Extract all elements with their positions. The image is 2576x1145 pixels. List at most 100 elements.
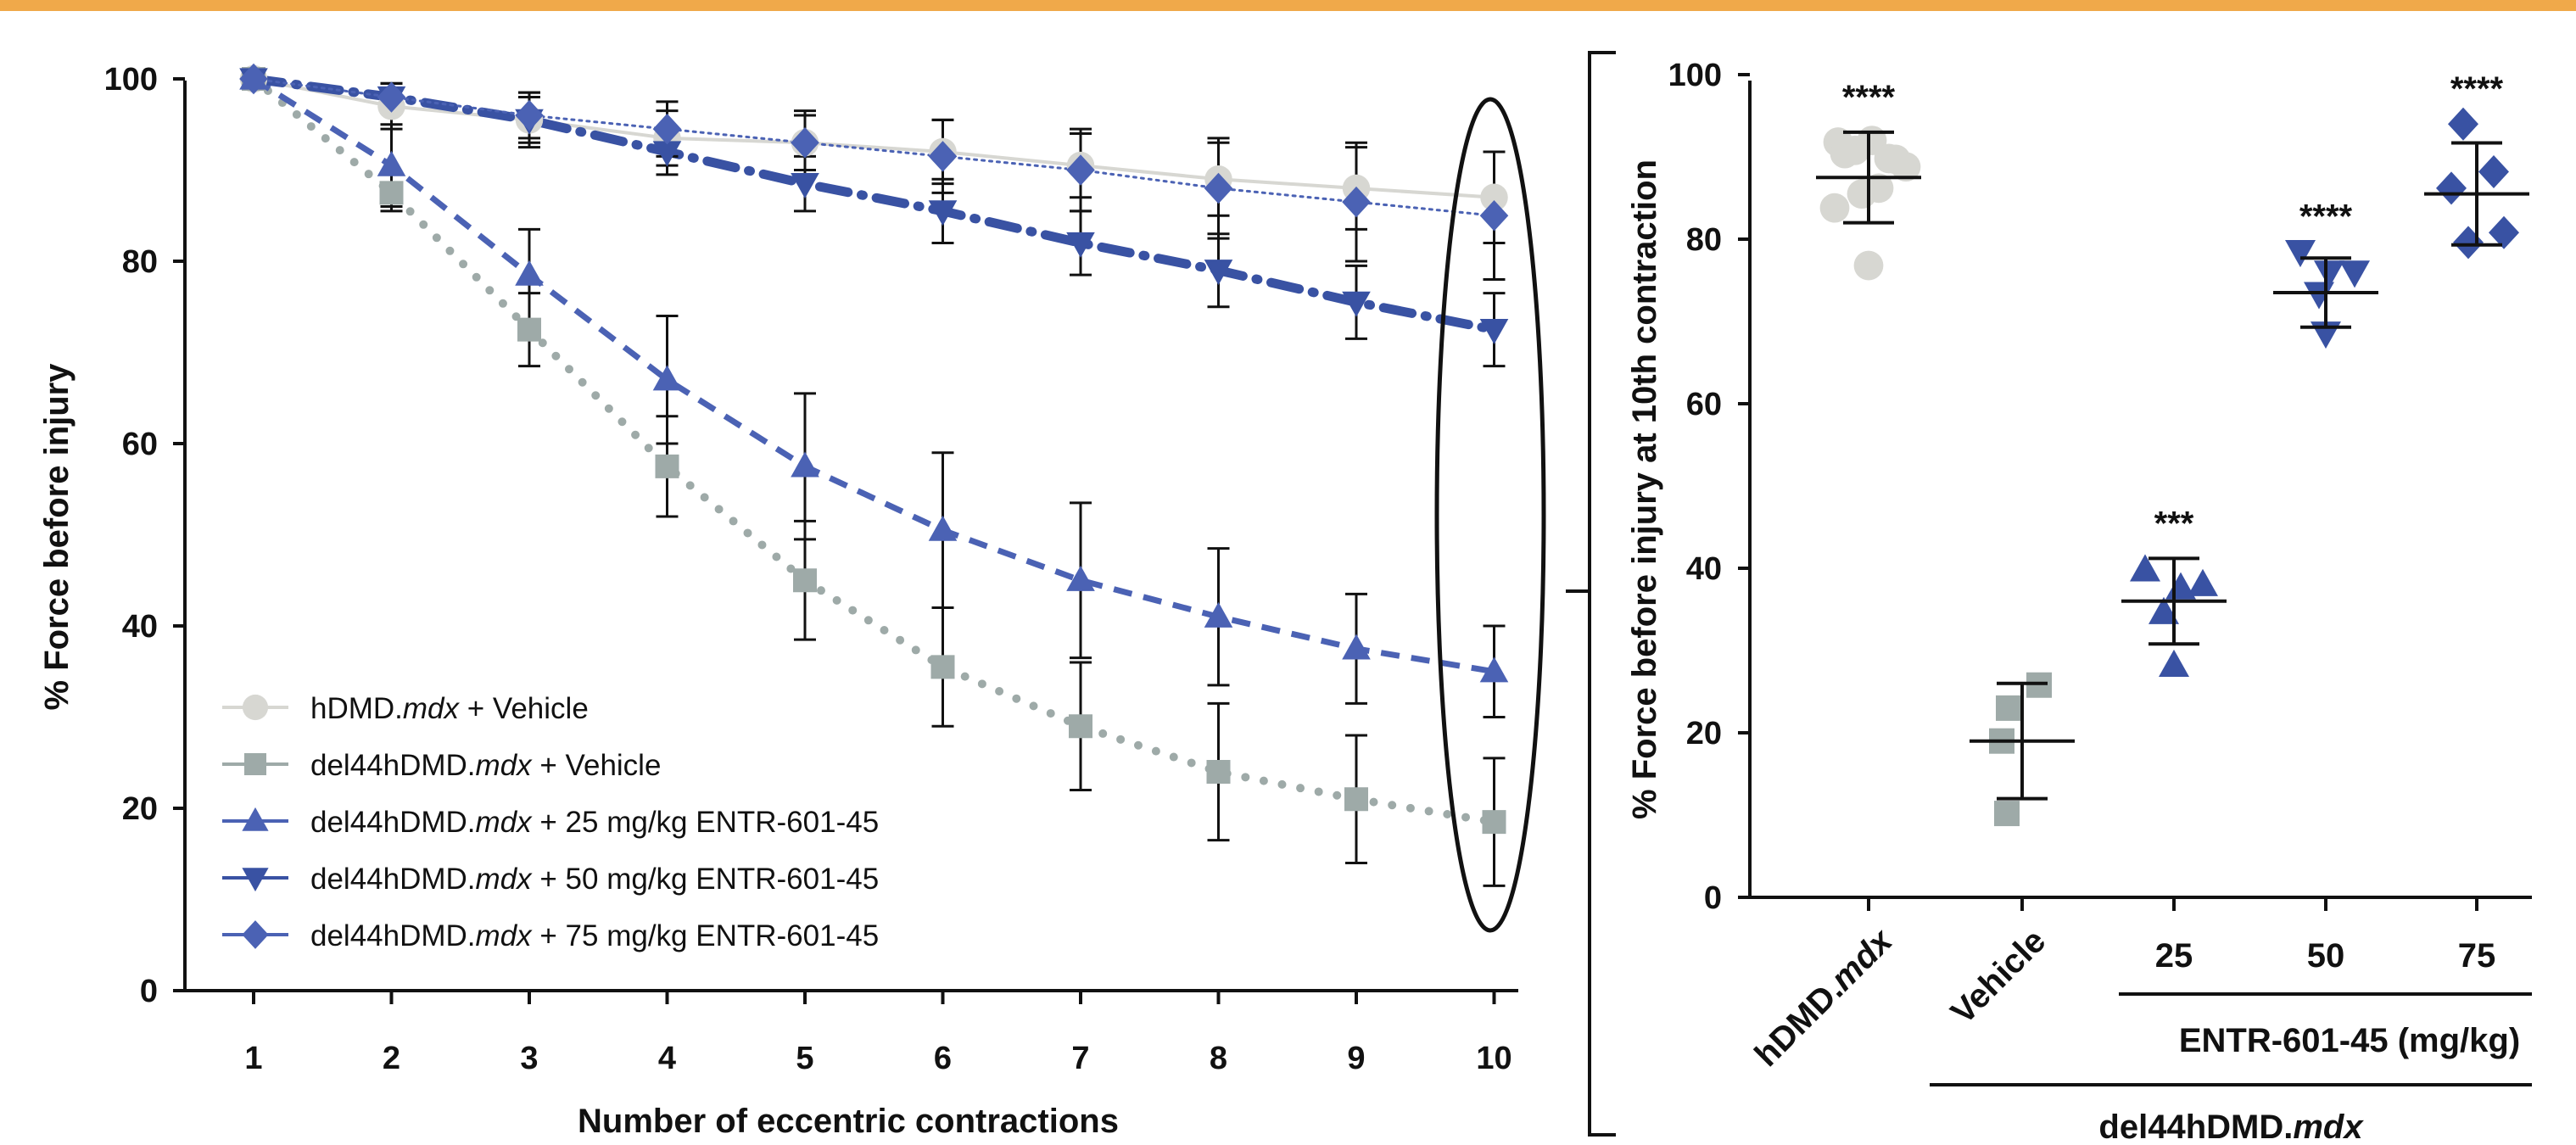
point-del44_75	[928, 141, 958, 172]
legend-label-del44_50: del44hDMD.mdx + 50 mg/kg ENTR-601-45	[310, 863, 879, 896]
legend-label-suffix: + 50 mg/kg ENTR-601-45	[532, 863, 880, 896]
point-del44_75	[377, 81, 406, 113]
legend-label-prefix: del44hDMD.	[310, 806, 476, 839]
legend-label-prefix: del44hDMD.	[310, 749, 476, 782]
scatter-point	[1830, 138, 1860, 169]
x-tick-label: 9	[1347, 1041, 1365, 1076]
series-line-del44_25	[252, 76, 1495, 675]
x-tick-label: 7	[1071, 1041, 1089, 1076]
legend-label-del44_vehicle: del44hDMD.mdx + Vehicle	[310, 749, 661, 782]
scatter-point	[2478, 154, 2509, 188]
point-del44_50	[652, 141, 682, 167]
series-markers	[239, 63, 1509, 835]
legend-label-suffix: + 75 mg/kg ENTR-601-45	[532, 919, 880, 952]
point-del44_25	[377, 150, 406, 176]
y-tick-label: 20	[1686, 716, 1722, 751]
category-label-prefix: 50	[2307, 937, 2345, 975]
legend-label-italic: mdx	[476, 863, 534, 896]
treatment-group-label: ENTR-601-45 (mg/kg)	[2179, 1022, 2520, 1059]
legend-label-del44_75: del44hDMD.mdx + 75 mg/kg ENTR-601-45	[310, 919, 879, 952]
y-tick-label: 60	[1686, 387, 1722, 422]
legend-label-italic: mdx	[476, 749, 534, 782]
category-label: hDMD.mdx	[1748, 921, 1901, 1074]
scatter-point	[2188, 568, 2218, 596]
scatter-point	[2448, 107, 2478, 141]
legend-label-suffix: + Vehicle	[459, 692, 589, 725]
legend-label-hdmd_vehicle: hDMD.mdx + Vehicle	[310, 692, 589, 725]
point-del44_75	[1479, 200, 1509, 232]
legend-label-suffix: + 25 mg/kg ENTR-601-45	[532, 806, 880, 839]
point-del44_25	[1066, 565, 1095, 591]
y-tick-label: 100	[1668, 58, 1722, 93]
series-line-del44_50	[249, 74, 1499, 335]
legend-label-italic: mdx	[476, 919, 534, 952]
scatter-point	[2314, 260, 2344, 288]
x-ticks	[1867, 897, 2478, 911]
point-del44_50	[1479, 319, 1509, 344]
legend-label-prefix: hDMD.	[310, 692, 403, 725]
point-del44_50	[928, 200, 958, 226]
legend-marker-del44_25	[242, 807, 269, 831]
strain-group-label-italic: mdx	[2293, 1109, 2364, 1145]
point-del44_50	[791, 173, 819, 198]
legend-marker-del44_75	[242, 920, 269, 949]
strain-group-label-prefix: del44hDMD.	[2098, 1109, 2293, 1145]
y-ticks: 0 20 40 60 80 100	[104, 62, 185, 1009]
y-axis-title: % Force before injury at 10th contractio…	[1626, 159, 1663, 819]
legend-label-italic: mdx	[476, 806, 534, 839]
scatter-chart: 0 20 40 60 80 100 % Force before injury at 10…	[1626, 58, 2532, 1145]
point-del44_vehicle	[655, 454, 679, 478]
strain-group-label: del44hDMD.mdx	[2098, 1109, 2364, 1145]
top-accent-band	[0, 0, 2576, 11]
x-ticks: 1 2 3 4 5 6 7 8 9 10	[244, 991, 1512, 1076]
category-label: 25	[2155, 937, 2193, 975]
y-ticks: 0 20 40 60 80 100	[1668, 58, 1750, 916]
legend-label-del44_25: del44hDMD.mdx + 25 mg/kg ENTR-601-45	[310, 806, 879, 839]
x-tick-label: 2	[383, 1041, 400, 1076]
line-chart-axes: 0 20 40 60 80 100 1 2 3 4 5 6 7 8 9 10	[104, 62, 1518, 1076]
point-del44_vehicle	[930, 655, 955, 679]
y-tick-label: 100	[104, 62, 158, 98]
point-del44_vehicle	[793, 568, 817, 593]
scatter-point	[1853, 250, 1884, 281]
y-tick-label: 0	[1704, 880, 1722, 916]
point-del44_50	[1204, 260, 1233, 286]
point-del44_75	[1204, 172, 1233, 204]
category-label-prefix: 75	[2458, 937, 2496, 975]
point-del44_75	[515, 99, 544, 131]
category-label-prefix: 25	[2155, 937, 2193, 975]
legend-label-suffix: + Vehicle	[532, 749, 662, 782]
legend-marker-del44_vehicle	[244, 753, 266, 775]
x-tick-label: 10	[1476, 1041, 1512, 1076]
highlight-ellipse	[1434, 97, 1546, 933]
scatter-point	[1994, 801, 2020, 827]
scatter-point	[1996, 695, 2021, 721]
point-del44_25	[928, 515, 958, 541]
point-del44_25	[515, 260, 544, 286]
significance-label: ****	[2299, 198, 2353, 236]
point-del44_50	[1342, 291, 1371, 317]
legend-label-italic: mdx	[403, 692, 461, 725]
point-del44_25	[1204, 601, 1233, 628]
panel-bracket	[1566, 51, 1616, 1137]
series-lines	[249, 74, 1499, 827]
x-tick-label: 6	[934, 1041, 952, 1076]
point-del44_vehicle	[1069, 714, 1092, 739]
y-axis-title: % Force before injury	[38, 363, 75, 711]
scatter-point	[2339, 260, 2370, 288]
point-del44_50	[1066, 232, 1095, 258]
y-tick-label: 80	[122, 244, 158, 280]
series-line-del44_75	[252, 77, 1495, 217]
x-tick-label: 4	[658, 1041, 676, 1076]
point-del44_75	[1066, 154, 1095, 186]
point-del44_75	[791, 127, 819, 159]
category-label: 50	[2307, 937, 2345, 975]
scatter-point	[2159, 649, 2189, 677]
point-del44_vehicle	[379, 181, 404, 205]
point-del44_25	[652, 365, 682, 391]
y-tick-label: 40	[1686, 551, 1722, 587]
category-label: Vehicle	[1944, 922, 2054, 1031]
point-del44_vehicle	[1482, 810, 1506, 835]
y-tick-label: 0	[140, 974, 158, 1009]
